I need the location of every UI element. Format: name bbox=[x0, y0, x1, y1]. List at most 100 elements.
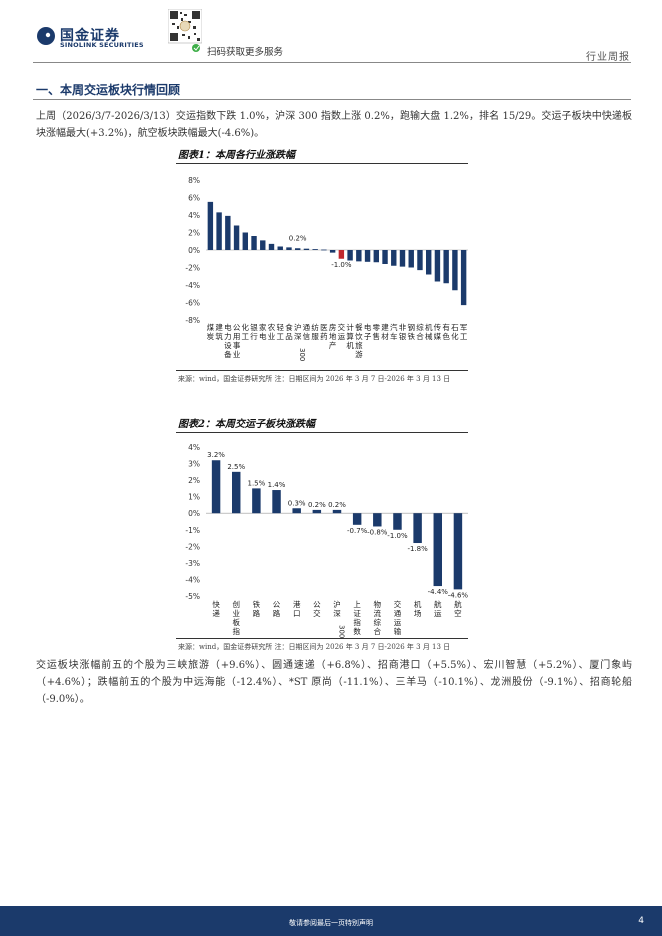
figure2-title: 图表2：本周交运子板块涨跌幅 bbox=[178, 419, 315, 430]
category-label: 农业 bbox=[268, 322, 276, 341]
data-label: 1.5% bbox=[247, 479, 265, 487]
category-label-char: 服 bbox=[311, 332, 319, 341]
category-label-char: 公 bbox=[273, 600, 281, 609]
qr-code-icon[interactable] bbox=[168, 9, 202, 53]
bar bbox=[216, 212, 222, 250]
bar bbox=[211, 460, 221, 514]
category-label: 计算机 bbox=[346, 322, 354, 350]
data-label: -1.0% bbox=[331, 261, 352, 269]
figure2-bottom-rule bbox=[176, 638, 468, 639]
category-label-char: 机 bbox=[414, 599, 422, 609]
category-label-char: 售 bbox=[373, 331, 381, 341]
bar bbox=[260, 240, 266, 250]
figure1-title: 图表1：本周各行业涨跌幅 bbox=[178, 150, 295, 161]
bar bbox=[417, 250, 423, 271]
data-label: 3.2% bbox=[207, 451, 225, 459]
category-label-char: 事 bbox=[233, 340, 241, 350]
category-label-char: 空 bbox=[454, 608, 462, 618]
category-label: 综合 bbox=[416, 322, 424, 341]
category-label-char: 机 bbox=[346, 340, 354, 350]
figure2-top-rule bbox=[176, 432, 468, 433]
category-label-char: 港 bbox=[293, 599, 301, 609]
category-label-char: 色 bbox=[442, 331, 450, 341]
category-label-char: 业 bbox=[233, 349, 241, 359]
category-label-digits: 300 bbox=[298, 348, 306, 361]
category-label-char: 电 bbox=[259, 331, 267, 341]
category-label-char: 交 bbox=[338, 322, 346, 332]
bar bbox=[292, 508, 301, 514]
category-label-char: 工 bbox=[460, 332, 468, 341]
bar bbox=[321, 249, 327, 251]
bar bbox=[294, 248, 301, 250]
brand-name: 国金证券 bbox=[60, 28, 120, 44]
bar bbox=[329, 250, 336, 253]
y-tick-label: 2% bbox=[188, 476, 200, 485]
bar bbox=[207, 201, 214, 250]
y-tick-label: 1% bbox=[188, 493, 200, 502]
figure2-source: 来源：wind，国金证券研究所 注：日期区间为 2026 年 3 月 7 日-2… bbox=[178, 643, 451, 651]
y-tick-label: 0% bbox=[188, 509, 200, 518]
category-label-char: 工 bbox=[276, 332, 284, 341]
y-tick-label: -4% bbox=[185, 281, 200, 290]
category-label-char: 沪 bbox=[333, 599, 341, 609]
bar bbox=[408, 250, 414, 268]
category-label: 电子 bbox=[364, 322, 372, 341]
bar bbox=[277, 246, 283, 250]
category-label-char: 指 bbox=[353, 617, 361, 627]
category-label: 石化 bbox=[451, 323, 459, 341]
category-label-char: 建 bbox=[215, 322, 223, 332]
data-label: 0.3% bbox=[288, 499, 306, 507]
category-label: 房地产 bbox=[329, 322, 337, 350]
category-label: 汽车 bbox=[390, 322, 398, 341]
category-label-char: 化 bbox=[451, 331, 459, 341]
category-label-char: 流 bbox=[374, 608, 382, 618]
bar bbox=[231, 471, 241, 514]
category-label: 交运 bbox=[338, 322, 346, 341]
category-label: 航运 bbox=[434, 599, 442, 618]
bar bbox=[373, 250, 380, 263]
category-label-char: 药 bbox=[320, 331, 328, 341]
bar bbox=[233, 225, 240, 250]
bar bbox=[373, 513, 382, 527]
bar bbox=[356, 250, 362, 262]
bar bbox=[399, 250, 406, 267]
category-label: 建材 bbox=[381, 322, 389, 341]
category-label-char: 纺 bbox=[311, 322, 319, 332]
y-tick-label: 2% bbox=[188, 229, 200, 238]
category-label-char: 非 bbox=[399, 322, 407, 332]
bar bbox=[347, 250, 353, 261]
category-label-char: 轻 bbox=[276, 322, 284, 332]
bar bbox=[332, 509, 342, 514]
footer-disclaimer[interactable]: 敬请参阅最后一页特别声明 bbox=[289, 919, 373, 927]
category-label-char: 指 bbox=[232, 626, 240, 636]
y-tick-label: -3% bbox=[185, 559, 200, 568]
category-label-char: 电 bbox=[364, 322, 372, 332]
section-title: 一、本周交运板块行情回顾 bbox=[36, 83, 181, 97]
category-label-char: 公 bbox=[233, 323, 241, 332]
data-label: -4.4% bbox=[428, 588, 449, 596]
category-label-char: 媒 bbox=[434, 332, 442, 341]
category-label: 零售 bbox=[373, 323, 381, 341]
category-label-char: 石 bbox=[451, 323, 459, 332]
category-label-char: 品 bbox=[285, 332, 293, 341]
category-label-char: 数 bbox=[353, 626, 361, 636]
category-label: 沪深 300 bbox=[333, 599, 345, 638]
qr-caption: 扫码获取更多服务 bbox=[207, 47, 284, 58]
category-label: 铁路 bbox=[253, 599, 261, 618]
category-label: 沪深 300 bbox=[294, 322, 306, 361]
data-label: 2.5% bbox=[227, 463, 245, 471]
footer-bar bbox=[0, 906, 662, 936]
y-tick-label: -2% bbox=[185, 542, 200, 551]
sinolink-logo-icon bbox=[37, 27, 55, 45]
category-label: 纺服 bbox=[311, 322, 319, 341]
category-label-char: 交 bbox=[394, 599, 402, 609]
category-label-char: 板 bbox=[232, 617, 240, 627]
bar bbox=[272, 490, 281, 514]
category-label-digits: 300 bbox=[338, 625, 346, 638]
category-label: 有色 bbox=[442, 322, 450, 341]
y-tick-label: 4% bbox=[188, 443, 200, 452]
bar bbox=[453, 513, 463, 590]
